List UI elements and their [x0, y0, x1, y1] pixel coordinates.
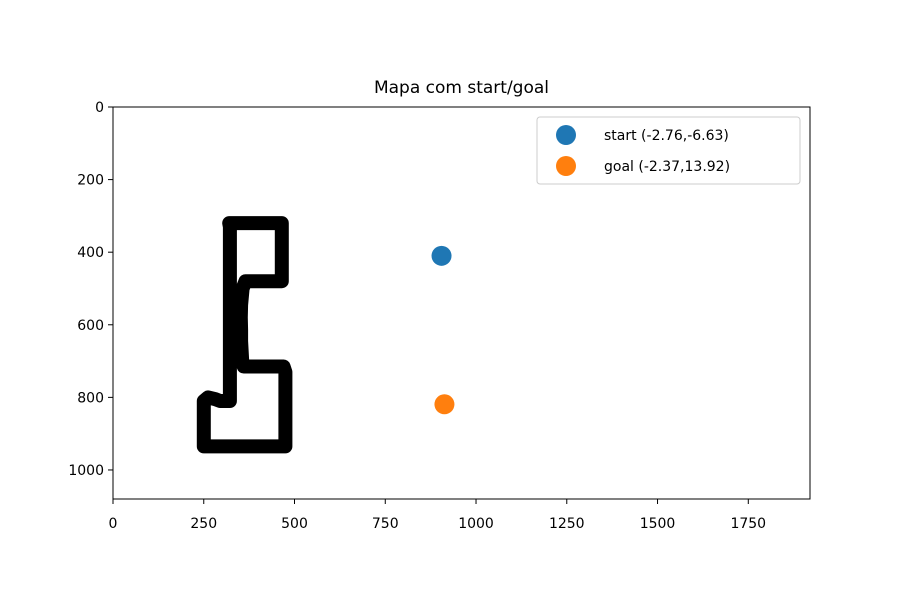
x-tick-label: 0	[109, 516, 118, 532]
goal-legend-marker	[556, 156, 576, 176]
y-tick-label: 1000	[68, 463, 104, 479]
y-tick-label: 800	[77, 390, 104, 406]
y-tick-label: 400	[77, 245, 104, 261]
goal-legend-label: goal (-2.37,13.92)	[604, 159, 730, 175]
chart-title: Mapa com start/goal	[374, 78, 549, 98]
start-legend-label: start (-2.76,-6.63)	[604, 128, 729, 144]
legend-box	[536, 116, 801, 185]
x-tick-label: 750	[372, 516, 399, 532]
x-tick-label: 1750	[730, 516, 766, 532]
start-point	[431, 245, 452, 266]
x-tick-label: 1000	[458, 516, 494, 532]
x-tick-label: 1500	[640, 516, 676, 532]
x-tick-label: 250	[190, 516, 217, 532]
x-tick-label: 500	[281, 516, 308, 532]
start-legend-marker	[556, 125, 576, 145]
y-tick-label: 600	[77, 318, 104, 334]
y-tick-label: 200	[77, 173, 104, 189]
y-tick-label: 0	[95, 100, 104, 116]
plot-area	[196, 216, 455, 454]
x-tick-label: 1250	[549, 516, 585, 532]
legend: start (-2.76,-6.63) goal (-2.37,13.92)	[536, 116, 801, 185]
goal-point	[434, 394, 455, 415]
map-path	[196, 216, 293, 454]
axes: 0 250 500 750 1000 1250 1500 1750 0 200 400 600 800 1…	[68, 100, 811, 532]
plot-frame	[112, 106, 811, 500]
